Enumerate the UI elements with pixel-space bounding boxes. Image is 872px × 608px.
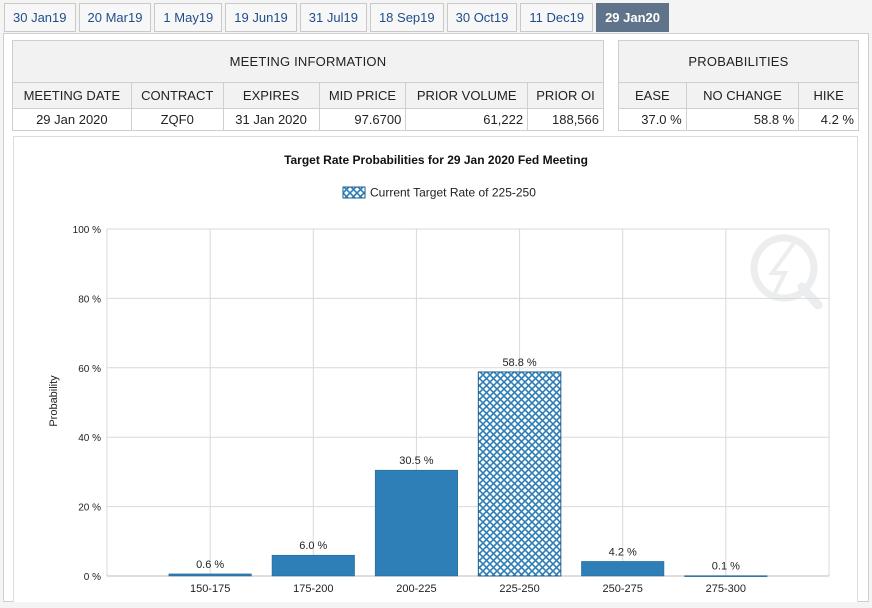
mid-price-value: 97.6700	[318, 108, 407, 131]
x-tick-label: 275-300	[706, 583, 746, 595]
x-tick-label: 200-225	[396, 583, 436, 595]
contract-header: CONTRACT	[130, 82, 224, 109]
tab-11-dec19[interactable]: 11 Dec19	[520, 3, 594, 32]
chart-title: Target Rate Probabilities for 29 Jan 202…	[284, 153, 588, 167]
meeting-information-table: MEETING INFORMATION MEETING DATE CONTRAC…	[12, 40, 604, 131]
bar-value-label: 0.1 %	[712, 561, 740, 573]
y-axis-label: Probability	[48, 375, 60, 427]
x-tick-label: 225-250	[499, 583, 539, 595]
tab-29-jan20[interactable]: 29 Jan20	[596, 3, 670, 32]
legend-swatch	[342, 186, 366, 199]
bar-value-label: 58.8 %	[502, 357, 536, 369]
tab-30-jan19[interactable]: 30 Jan19	[4, 3, 76, 32]
y-tick-label: 0 %	[84, 572, 101, 583]
y-tick-label: 80 %	[78, 294, 101, 305]
bar-150-175[interactable]	[168, 573, 252, 577]
meeting-date-value: 29 Jan 2020	[12, 108, 132, 131]
chart-legend[interactable]: Current Target Rate of 225-250	[342, 186, 536, 200]
prior-volume-value: 61,222	[405, 108, 529, 131]
y-tick-label: 40 %	[78, 433, 101, 444]
hike-header: HIKE	[798, 82, 859, 109]
bar-175-200[interactable]	[271, 554, 355, 577]
bar-value-label: 30.5 %	[399, 455, 433, 467]
bar-250-275[interactable]	[581, 561, 665, 577]
ease-header: EASE	[618, 82, 687, 109]
x-tick-label: 250-275	[603, 583, 643, 595]
tab-19-jun19[interactable]: 19 Jun19	[225, 3, 297, 32]
y-tick-label: 60 %	[78, 364, 101, 375]
probabilities-table: PROBABILITIES EASE NO CHANGE HIKE 37.0 %…	[618, 40, 859, 131]
legend-label: Current Target Rate of 225-250	[370, 186, 536, 200]
prior-oi-header: PRIOR OI	[527, 82, 604, 109]
bar-275-300[interactable]	[684, 575, 768, 577]
ease-value: 37.0 %	[618, 108, 687, 131]
watermark-logo	[750, 234, 823, 310]
chart-container: Target Rate Probabilities for 29 Jan 202…	[13, 136, 858, 602]
bar-value-label: 4.2 %	[609, 546, 637, 558]
contract-value: ZQF0	[130, 108, 224, 131]
tab-20-mar19[interactable]: 20 Mar19	[78, 3, 152, 32]
expires-value: 31 Jan 2020	[222, 108, 320, 131]
expires-header: EXPIRES	[222, 82, 320, 109]
meeting-date-header: MEETING DATE	[12, 82, 132, 109]
bar-200-225[interactable]	[374, 469, 458, 577]
bar-value-label: 6.0 %	[299, 540, 327, 552]
bar-225-250[interactable]	[477, 371, 562, 577]
target-rate-chart: Target Rate Probabilities for 29 Jan 202…	[48, 153, 830, 595]
tab-18-sep19[interactable]: 18 Sep19	[369, 3, 444, 32]
bar-value-label: 0.6 %	[196, 559, 224, 571]
y-tick-label: 100 %	[73, 225, 101, 236]
meeting-tabs: 30 Jan19 20 Mar19 1 May19 19 Jun19 31 Jul19 1…	[4, 3, 672, 33]
x-tick-label: 175-200	[293, 583, 333, 595]
hike-value: 4.2 %	[798, 108, 859, 131]
prior-volume-header: PRIOR VOLUME	[405, 82, 529, 109]
tab-30-oct19[interactable]: 30 Oct19	[446, 3, 518, 32]
probabilities-title: PROBABILITIES	[618, 40, 859, 83]
tab-31-jul19[interactable]: 31 Jul19	[299, 3, 367, 32]
prior-oi-value: 188,566	[527, 108, 604, 131]
tab-1-may19[interactable]: 1 May19	[154, 3, 223, 32]
no-change-value: 58.8 %	[685, 108, 800, 131]
x-tick-label: 150-175	[190, 583, 230, 595]
meeting-information-title: MEETING INFORMATION	[12, 40, 604, 83]
y-tick-label: 20 %	[78, 503, 101, 514]
mid-price-header: MID PRICE	[318, 82, 407, 109]
no-change-header: NO CHANGE	[685, 82, 800, 109]
